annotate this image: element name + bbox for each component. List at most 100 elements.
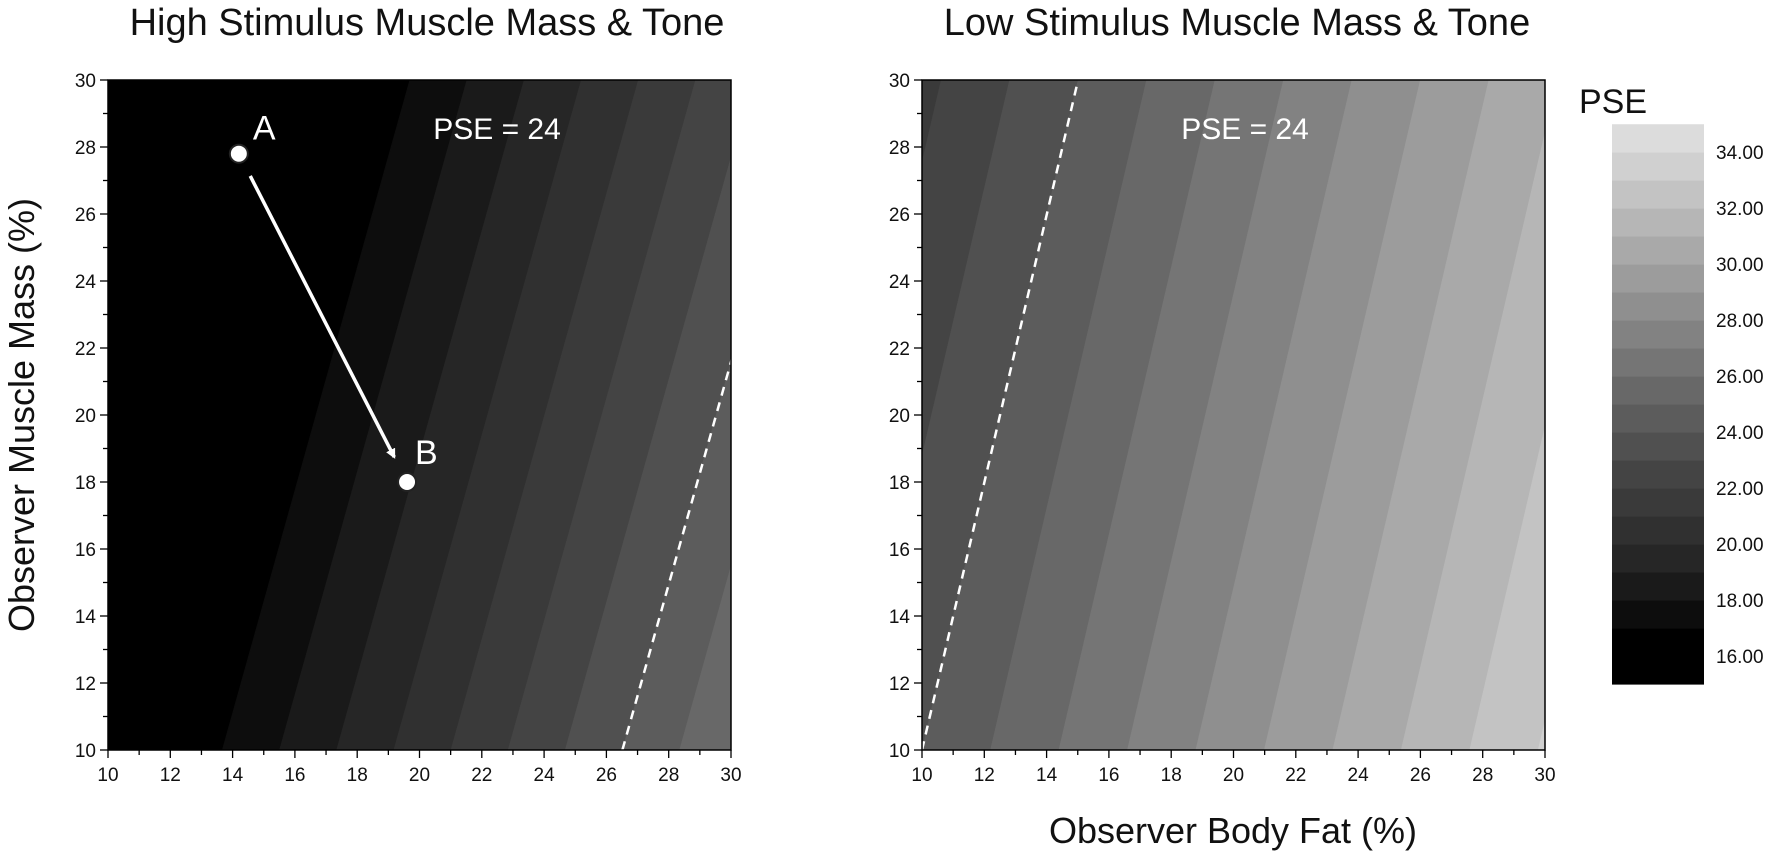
contour-band [1058, 80, 1284, 750]
x-tick-label: 24 [1348, 765, 1370, 786]
x-tick-label: 14 [1036, 765, 1058, 786]
x-axis-label: Observer Body Fat (%) [1049, 810, 1417, 851]
y-tick-label: 12 [889, 674, 910, 695]
colorbar-segment [1612, 320, 1704, 349]
y-tick-label: 24 [889, 272, 911, 293]
colorbar-tick-label: 16.00 [1716, 647, 1764, 668]
contour-band [922, 80, 1147, 750]
colorbar-segment [1612, 292, 1704, 321]
x-tick-label: 22 [1285, 765, 1306, 786]
point-b [397, 472, 418, 492]
colorbar-tick-label: 20.00 [1716, 535, 1764, 556]
colorbar-segment [1612, 600, 1704, 629]
contour-band [1469, 425, 1545, 750]
colorbar-segment [1612, 208, 1704, 237]
x-tick-label: 28 [658, 765, 679, 786]
x-tick-label: 16 [1098, 765, 1119, 786]
colorbar-segment [1612, 432, 1704, 461]
y-tick-label: 26 [889, 205, 910, 226]
x-axis: 10 12 14 16 18 20 22 24 26 28 30 [97, 750, 742, 786]
y-tick-label: 28 [889, 138, 910, 159]
y-tick-label: 20 [889, 406, 910, 427]
x-tick-label: 20 [1223, 765, 1244, 786]
colorbar-segment [1612, 348, 1704, 377]
y-tick-label: 24 [75, 272, 97, 293]
x-tick-label: 10 [97, 765, 118, 786]
colorbar-segment [1612, 376, 1704, 405]
x-tick-label: 30 [1534, 765, 1555, 786]
contour-band [450, 80, 696, 750]
contour-band [221, 80, 468, 750]
x-tick-label: 14 [222, 765, 244, 786]
y-tick-label: 22 [889, 339, 910, 360]
contour-band [393, 80, 639, 750]
x-tick-label: 18 [347, 765, 368, 786]
y-tick-label: 16 [75, 540, 96, 561]
colorbar-scale [1612, 124, 1704, 685]
x-tick-label: 22 [471, 765, 492, 786]
colorbar-segment [1612, 460, 1704, 489]
x-tick-label: 16 [284, 765, 305, 786]
colorbar-tick-label: 30.00 [1716, 255, 1764, 276]
colorbar-segment [1612, 124, 1704, 153]
y-tick-label: 30 [889, 71, 910, 92]
contour-band [679, 565, 731, 750]
colorbar-tick-label: 26.00 [1716, 367, 1764, 388]
colorbar: PSE 34.00 32.00 30.00 28.00 26.00 24.00 22.00 2… [1579, 83, 1764, 685]
contour-band [279, 80, 525, 750]
point-a [228, 143, 249, 164]
arrow-a-to-b [248, 175, 396, 459]
x-tick-label: 12 [974, 765, 995, 786]
contour-band [1537, 719, 1545, 750]
colorbar-tick-label: 24.00 [1716, 423, 1764, 444]
chart-panel-high: High Stimulus Muscle Mass & Tone PSE = 2… [1, 2, 742, 786]
colorbar-segment [1612, 264, 1704, 293]
colorbar-segment [1612, 628, 1704, 685]
contour-band [1127, 80, 1353, 750]
contour-band [990, 80, 1216, 750]
x-tick-label: 10 [911, 765, 932, 786]
y-tick-label: 26 [75, 205, 96, 226]
chart-title: High Stimulus Muscle Mass & Tone [130, 2, 725, 44]
y-tick-label: 10 [75, 741, 96, 762]
y-tick-label: 16 [889, 540, 910, 561]
colorbar-segment [1612, 124, 1704, 125]
contour-band [1400, 131, 1545, 750]
contour-band [1263, 80, 1490, 750]
x-tick-label: 12 [160, 765, 181, 786]
colorbar-segment [1612, 180, 1704, 209]
y-axis: 10 12 14 16 18 20 22 24 26 28 30 [75, 71, 108, 762]
contour-band [336, 80, 582, 750]
colorbar-tick-label: 28.00 [1716, 311, 1764, 332]
colorbar-ticks: 34.00 32.00 30.00 28.00 26.00 24.00 22.00 20.00… [1716, 143, 1764, 668]
colorbar-title: PSE [1579, 83, 1647, 121]
x-tick-label: 30 [720, 765, 741, 786]
y-tick-label: 14 [75, 607, 97, 628]
contour-band [507, 80, 731, 750]
point-a-label: A [253, 110, 276, 148]
contour-line-pse-24 [922, 80, 1080, 750]
y-axis-label: Observer Muscle Mass (%) [1, 198, 42, 632]
contour-band [1195, 80, 1421, 750]
y-tick-label: 12 [75, 674, 96, 695]
contour-line-pse-24 [621, 357, 731, 750]
x-axis: 10 12 14 16 18 20 22 24 26 28 30 [911, 750, 1556, 786]
contour-label: PSE = 24 [1181, 113, 1309, 146]
colorbar-tick-label: 22.00 [1716, 479, 1764, 500]
y-tick-label: 22 [75, 339, 96, 360]
x-tick-label: 18 [1161, 765, 1182, 786]
contour-band [564, 156, 731, 750]
colorbar-segment [1612, 236, 1704, 265]
contour-bands [108, 80, 731, 750]
contour-band [108, 80, 411, 750]
x-tick-label: 28 [1472, 765, 1493, 786]
y-tick-label: 28 [75, 138, 96, 159]
colorbar-segment [1612, 488, 1704, 517]
x-tick-label: 20 [409, 765, 430, 786]
colorbar-segment [1612, 152, 1704, 181]
x-tick-label: 26 [1410, 765, 1431, 786]
y-tick-label: 18 [889, 473, 910, 494]
y-tick-label: 14 [889, 607, 911, 628]
